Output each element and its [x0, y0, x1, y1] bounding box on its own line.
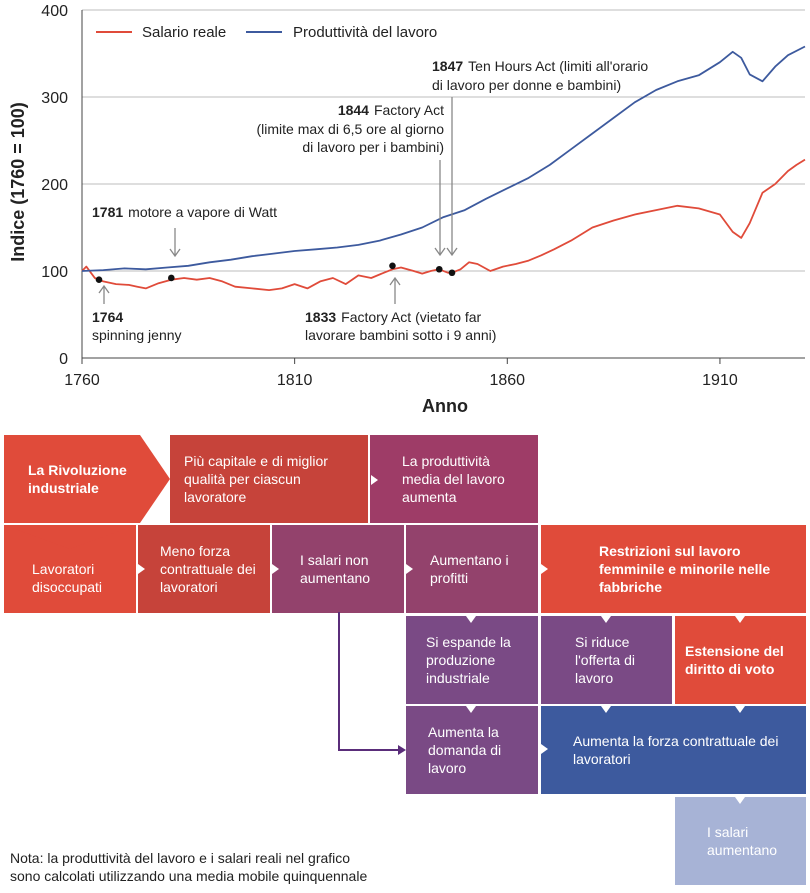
arrow-right-3 — [272, 564, 279, 574]
arrow-down-1 — [466, 616, 476, 623]
annotation-arrows — [98, 97, 458, 304]
x-tick-label: 1810 — [277, 372, 313, 389]
y-tick-label: 300 — [41, 90, 68, 107]
legend: Salario reale Produttività del lavoro — [96, 24, 437, 41]
annotation-1844-text3: di lavoro per i bambini) — [302, 139, 444, 155]
annotation-dot-1833 — [389, 262, 396, 270]
box-espande: Si espande la produzione industriale — [406, 616, 538, 704]
arrow-down-2 — [601, 616, 611, 623]
y-ticks: 0 100 200 300 400 — [41, 3, 68, 368]
arrow-1781 — [169, 228, 181, 258]
box-riduce: Si riduce l'offerta di lavoro — [541, 616, 672, 704]
legend-label-produttivita: Produttività del lavoro — [293, 24, 437, 41]
arrow-salari-domanda — [338, 612, 398, 751]
annotation-dot-1781 — [168, 274, 175, 282]
rivoluzione-chevron — [140, 435, 170, 523]
annotation-1833: 1833 Factory Act (vietato far — [305, 309, 482, 325]
arrow-1764 — [98, 284, 110, 304]
box-produttivita: La produttività media del lavoro aumenta — [370, 435, 538, 523]
arrow-1847 — [446, 97, 458, 257]
arrow-right-6 — [541, 744, 548, 754]
arrow-right-1 — [371, 475, 378, 485]
arrow-right-2 — [138, 564, 145, 574]
box-salari-aumentano: I salari aumentano — [675, 797, 806, 885]
annotation-1847: 1847 Ten Hours Act (limiti all'orario — [432, 58, 648, 74]
annotation-dots — [95, 262, 456, 284]
y-tick-label: 100 — [41, 264, 68, 281]
annotation-dot-1847 — [448, 269, 456, 277]
annotation-1844: 1844 Factory Act — [338, 102, 444, 118]
footnote: Nota: la produttività del lavoro e i sal… — [10, 849, 367, 885]
box-domanda: Aumenta la domanda di lavoro — [406, 706, 538, 794]
arrow-down-6 — [735, 706, 745, 713]
annotation-1764-text: spinning jenny — [92, 327, 182, 343]
series-line-produttivita — [81, 45, 806, 272]
line-chart: 1760 1810 1860 1910 0 100 200 300 400 Anno Indi… — [8, 3, 806, 416]
x-tick-label: 1910 — [702, 372, 738, 389]
box-forza: Aumenta la forza contrattuale dei lavora… — [541, 706, 806, 794]
series-lines — [81, 45, 806, 291]
footnote-line-2: sono calcolati utilizzando una media mob… — [10, 868, 368, 884]
box-restrizioni: Restrizioni sul lavoro femminile e minor… — [541, 525, 806, 613]
arrow-down-7 — [735, 797, 745, 804]
axes — [81, 10, 805, 359]
box-voto: Estensione del diritto di voto — [675, 616, 806, 704]
annotation-1833-text2: lavorare bambini sotto i 9 anni) — [305, 327, 496, 343]
box-meno-forza: Meno forza contrattuale dei lavoratori — [138, 525, 270, 613]
series-line-salario-reale — [81, 158, 806, 291]
arrow-down-3 — [735, 616, 745, 623]
annotations: 1764 spinning jenny 1781 motore a vapore … — [92, 58, 648, 343]
footnote-line-1: Nota: la produttività del lavoro e i sal… — [10, 850, 351, 866]
annotation-dot-1764 — [95, 276, 103, 284]
x-tick-label: 1860 — [489, 372, 525, 389]
x-axis-label: Anno — [422, 396, 468, 416]
arrow-salari-domanda-head — [398, 745, 406, 755]
annotation-1764: 1764 — [92, 309, 123, 325]
box-rivoluzione: La Rivoluzione industriale — [4, 435, 140, 523]
annotation-1781: 1781 motore a vapore di Watt — [92, 204, 277, 220]
box-salari-non: I salari non aumentano — [272, 525, 404, 613]
arrow-1844 — [434, 160, 446, 257]
y-tick-label: 200 — [41, 177, 68, 194]
annotation-1847-text2: di lavoro per donne e bambini) — [432, 77, 621, 93]
y-tick-label: 400 — [41, 3, 68, 20]
box-capitale: Più capitale e di miglior qualità per ci… — [170, 435, 368, 523]
arrow-down-5 — [601, 706, 611, 713]
y-axis-label: Indice (1760 = 100) — [8, 102, 28, 262]
arrow-right-4 — [406, 564, 413, 574]
x-tick-label: 1760 — [64, 372, 100, 389]
arrow-right-5 — [541, 564, 548, 574]
diagram-arrows — [138, 475, 745, 804]
disoccupati-notch — [4, 525, 136, 549]
arrow-1833 — [389, 276, 401, 304]
box-profitti: Aumentano i profitti — [406, 525, 538, 613]
annotation-dot-1844 — [435, 265, 443, 273]
arrow-down-4 — [466, 706, 476, 713]
annotation-1844-text2: (limite max di 6,5 ore al giorno — [256, 121, 444, 137]
x-ticks: 1760 1810 1860 1910 — [64, 358, 738, 389]
y-tick-label: 0 — [59, 351, 68, 368]
legend-label-salario: Salario reale — [142, 24, 226, 41]
